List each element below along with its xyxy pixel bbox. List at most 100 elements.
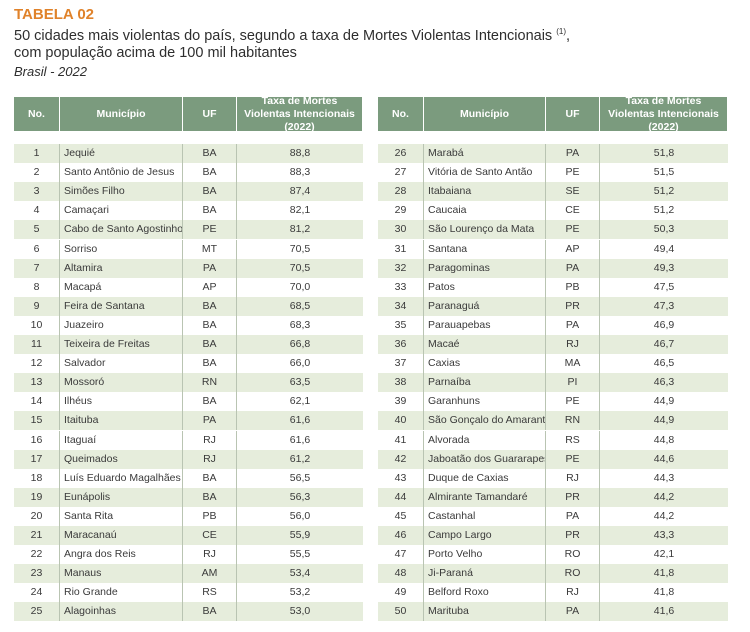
municipality: Salvador bbox=[60, 354, 183, 374]
table-row: 30 São Lourenço da Mata PE 50,3 bbox=[378, 220, 728, 240]
state: BA bbox=[183, 182, 237, 202]
rate: 44,6 bbox=[653, 452, 675, 465]
municipality: Duque de Caxias bbox=[424, 468, 546, 488]
subtitle-punct: , bbox=[566, 28, 571, 44]
row-number: 13 bbox=[14, 373, 60, 393]
state: RJ bbox=[546, 583, 600, 603]
table-row: 11 Teixeira de Freitas BA 66,8 bbox=[14, 335, 363, 354]
table-row: 14 Ilhéus BA 62,1 bbox=[14, 392, 363, 412]
state: BA bbox=[183, 296, 237, 316]
data-table: No. Município UF Taxa de Mortes Violentas I… bbox=[14, 95, 363, 627]
row-number: 14 bbox=[14, 392, 60, 412]
state: CE bbox=[183, 526, 237, 545]
column-header: UF bbox=[183, 97, 237, 131]
rate: 55,9 bbox=[289, 529, 311, 541]
row-number: 4 bbox=[14, 201, 60, 221]
state: AP bbox=[546, 239, 600, 259]
row-number: 38 bbox=[378, 373, 424, 393]
table-row: 33 Patos PB 47,5 bbox=[378, 277, 728, 297]
row-number: 34 bbox=[378, 296, 424, 316]
rate: 62,1 bbox=[289, 395, 311, 408]
row-number: 11 bbox=[14, 335, 60, 354]
municipality: Simões Filho bbox=[60, 182, 183, 202]
municipality: Jaboatão dos Guararapes bbox=[424, 449, 546, 469]
state: PR bbox=[546, 487, 600, 507]
rate: 50,3 bbox=[653, 223, 675, 236]
municipality: Mossoró bbox=[60, 373, 183, 393]
rate: 41,6 bbox=[653, 605, 675, 618]
table-row: 41 Alvorada RS 44,8 bbox=[378, 430, 728, 450]
state: AP bbox=[183, 277, 237, 297]
rate: 68,3 bbox=[289, 318, 311, 331]
state: PE bbox=[183, 220, 237, 240]
row-number: 5 bbox=[14, 220, 60, 240]
rate: 63,5 bbox=[289, 376, 311, 389]
state: BA bbox=[183, 392, 237, 412]
state: RN bbox=[183, 373, 237, 393]
rate: 70,0 bbox=[289, 280, 311, 293]
municipality: São Lourenço da Mata bbox=[424, 220, 546, 240]
row-number: 6 bbox=[14, 239, 60, 259]
row-number: 44 bbox=[378, 487, 424, 507]
table-row: 34 Paranaguá PR 47,3 bbox=[378, 296, 728, 316]
row-number: 22 bbox=[14, 545, 60, 565]
rate: 46,3 bbox=[653, 376, 675, 389]
state: PE bbox=[546, 449, 600, 469]
column-header: Taxa de Mortes Violentas Intencionais (2… bbox=[237, 95, 363, 133]
rate: 70,5 bbox=[289, 242, 311, 255]
rate: 88,8 bbox=[289, 147, 311, 159]
municipality: Juazeiro bbox=[60, 315, 183, 335]
municipality: Alvorada bbox=[424, 430, 546, 450]
municipality: Ilhéus bbox=[60, 392, 183, 412]
table-row: 38 Parnaíba PI 46,3 bbox=[378, 373, 728, 393]
rate: 44,3 bbox=[653, 471, 675, 484]
municipality: Cabo de Santo Agostinho bbox=[60, 220, 183, 240]
column-header: Município bbox=[424, 97, 546, 131]
table-row: 31 Santana AP 49,4 bbox=[378, 239, 728, 259]
rate: 41,8 bbox=[653, 586, 675, 599]
rate: 56,3 bbox=[289, 490, 311, 503]
row-number: 17 bbox=[14, 449, 60, 469]
state: PA bbox=[546, 602, 600, 622]
municipality: Manaus bbox=[60, 564, 183, 584]
column-header: UF bbox=[546, 97, 600, 131]
row-number: 1 bbox=[14, 144, 60, 163]
state: PA bbox=[546, 506, 600, 526]
row-number: 42 bbox=[378, 449, 424, 469]
table-row: 4 Camaçari BA 82,1 bbox=[14, 201, 363, 221]
table-row: 49 Belford Roxo RJ 41,8 bbox=[378, 583, 728, 603]
state: RO bbox=[546, 545, 600, 565]
table-row: 9 Feira de Santana BA 68,5 bbox=[14, 296, 363, 316]
municipality: Paragominas bbox=[424, 258, 546, 278]
rate: 81,2 bbox=[289, 223, 311, 236]
row-number: 23 bbox=[14, 564, 60, 584]
municipality: Santana bbox=[424, 239, 546, 259]
table-row: 1 Jequié BA 88,8 bbox=[14, 144, 363, 163]
row-number: 10 bbox=[14, 315, 60, 335]
row-number: 27 bbox=[378, 163, 424, 183]
table-row: 36 Macaé RJ 46,7 bbox=[378, 335, 728, 354]
table-row: 46 Campo Largo PR 43,3 bbox=[378, 526, 728, 545]
municipality: Ji-Paraná bbox=[424, 564, 546, 584]
row-number: 12 bbox=[14, 354, 60, 374]
table-row: 40 São Gonçalo do Amarante RN 44,9 bbox=[378, 411, 728, 431]
municipality: Caucaia bbox=[424, 201, 546, 221]
municipality: Macapá bbox=[60, 277, 183, 297]
row-number: 46 bbox=[378, 526, 424, 545]
table-row: 26 Marabá PA 51,8 bbox=[378, 144, 728, 163]
state: RJ bbox=[183, 545, 237, 565]
municipality: Santa Rita bbox=[60, 506, 183, 526]
municipality: Feira de Santana bbox=[60, 296, 183, 316]
state: PA bbox=[183, 258, 237, 278]
rate: 51,8 bbox=[653, 147, 675, 159]
table-title: TABELA 02 bbox=[14, 6, 95, 23]
table-row: 42 Jaboatão dos Guararapes PE 44,6 bbox=[378, 449, 728, 469]
rate: 88,3 bbox=[289, 166, 311, 179]
table-row: 18 Luís Eduardo Magalhães BA 56,5 bbox=[14, 468, 363, 488]
row-number: 7 bbox=[14, 258, 60, 278]
state: RJ bbox=[183, 449, 237, 469]
state: PR bbox=[546, 296, 600, 316]
municipality: Teixeira de Freitas bbox=[60, 335, 183, 354]
state: RS bbox=[183, 583, 237, 603]
column-header: No. bbox=[378, 97, 424, 131]
